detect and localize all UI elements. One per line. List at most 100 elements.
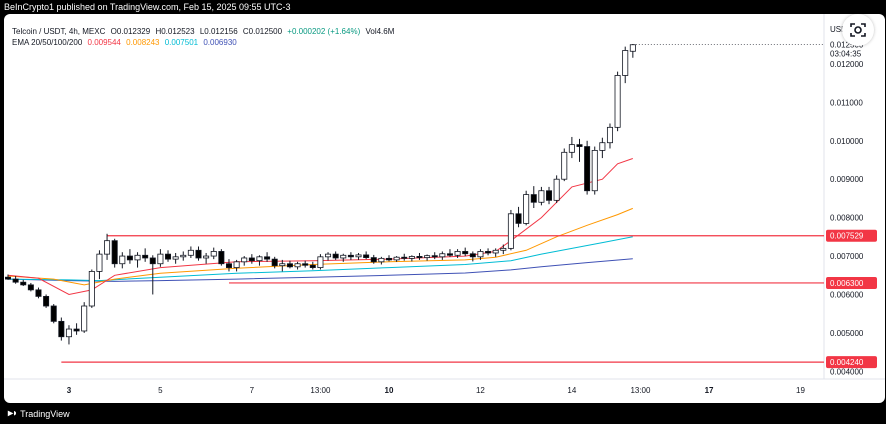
candle-down[interactable] bbox=[469, 253, 476, 258]
currency-label[interactable]: USDT bbox=[830, 25, 852, 34]
candle-down[interactable] bbox=[515, 213, 522, 224]
tradingview-logo-icon: ▸◗ bbox=[8, 408, 18, 419]
candle-down[interactable] bbox=[271, 258, 278, 267]
candle-up[interactable] bbox=[157, 253, 164, 265]
candle-up[interactable] bbox=[424, 255, 431, 258]
candle-down[interactable] bbox=[347, 254, 354, 258]
candle-up[interactable] bbox=[439, 253, 446, 258]
candle-up[interactable] bbox=[599, 142, 606, 151]
candle-up[interactable] bbox=[393, 256, 400, 261]
candle-up[interactable] bbox=[279, 263, 286, 267]
candle-up[interactable] bbox=[492, 249, 499, 254]
candle-down[interactable] bbox=[149, 257, 156, 265]
candle-up[interactable] bbox=[629, 44, 636, 52]
candle-up[interactable] bbox=[119, 255, 126, 265]
candle-up[interactable] bbox=[256, 256, 263, 262]
candle-down[interactable] bbox=[431, 255, 438, 258]
candle-down[interactable] bbox=[385, 257, 392, 261]
candle-down[interactable] bbox=[302, 263, 309, 266]
candle-down[interactable] bbox=[111, 240, 118, 265]
candle-up[interactable] bbox=[408, 256, 415, 259]
candle-up[interactable] bbox=[65, 328, 72, 338]
candle-down[interactable] bbox=[35, 289, 42, 297]
candle-down[interactable] bbox=[142, 254, 149, 259]
candle-down[interactable] bbox=[20, 281, 27, 286]
candle-down[interactable] bbox=[264, 256, 271, 260]
candle-up[interactable] bbox=[88, 271, 95, 307]
candle-up[interactable] bbox=[241, 257, 248, 263]
candle-up[interactable] bbox=[233, 261, 240, 268]
candle-up[interactable] bbox=[203, 255, 210, 259]
chart-panel[interactable]: 0.004000 0.005000 0.006000 0.007000 0.008000… bbox=[4, 14, 885, 403]
candle-up[interactable] bbox=[104, 240, 111, 255]
candle-down[interactable] bbox=[286, 263, 293, 268]
candle-up[interactable] bbox=[523, 194, 530, 224]
candle-up[interactable] bbox=[317, 256, 324, 268]
candle-down[interactable] bbox=[485, 251, 492, 254]
candle-up[interactable] bbox=[614, 75, 621, 128]
ema50-value: 0.008243 bbox=[126, 38, 160, 47]
publisher-line: BeInCrypto1 published on TradingView.com… bbox=[4, 2, 291, 12]
symbol-label[interactable]: Telcoin / USDT, 4h, MEXC bbox=[12, 27, 106, 36]
candle-down[interactable] bbox=[248, 257, 255, 262]
candle-down[interactable] bbox=[225, 263, 232, 268]
candle-down[interactable] bbox=[309, 264, 316, 268]
x-tick-label: 5 bbox=[158, 386, 163, 395]
candle-up[interactable] bbox=[606, 126, 613, 144]
x-tick-label: 3 bbox=[67, 386, 72, 395]
y-tick-label: 0.004000 bbox=[830, 367, 864, 376]
countdown-label: 03:04:35 bbox=[830, 50, 862, 59]
candle-down[interactable] bbox=[195, 249, 202, 259]
candle-down[interactable] bbox=[43, 295, 50, 307]
ema-label[interactable]: EMA 20/50/100/200 bbox=[12, 38, 83, 47]
price-chart[interactable]: 0.004000 0.005000 0.006000 0.007000 0.008000… bbox=[4, 14, 885, 403]
ema20-value: 0.009544 bbox=[87, 38, 121, 47]
candle-down[interactable] bbox=[530, 194, 537, 203]
candle-up[interactable] bbox=[96, 253, 103, 272]
candle-up[interactable] bbox=[355, 254, 362, 258]
candle-down[interactable] bbox=[12, 278, 19, 283]
candle-up[interactable] bbox=[81, 305, 88, 332]
candle-down[interactable] bbox=[165, 253, 172, 260]
camera-icon[interactable] bbox=[842, 14, 874, 46]
candle-down[interactable] bbox=[401, 256, 408, 259]
candle-up[interactable] bbox=[538, 190, 545, 203]
ema20-line bbox=[7, 158, 633, 296]
candle-down[interactable] bbox=[546, 190, 553, 201]
candle-up[interactable] bbox=[180, 254, 187, 258]
candle-down[interactable] bbox=[218, 251, 225, 265]
candle-down[interactable] bbox=[462, 251, 469, 255]
open-value: O0.012329 bbox=[110, 27, 151, 36]
candle-down[interactable] bbox=[416, 256, 423, 258]
candle-up[interactable] bbox=[378, 257, 385, 263]
candle-up[interactable] bbox=[622, 50, 629, 76]
candle-down[interactable] bbox=[50, 305, 57, 322]
tradingview-logo[interactable]: ▸◗ TradingView bbox=[8, 408, 70, 419]
candle-down[interactable] bbox=[73, 328, 80, 332]
candle-up[interactable] bbox=[568, 144, 575, 153]
candle-down[interactable] bbox=[27, 284, 34, 291]
candle-up[interactable] bbox=[294, 263, 301, 268]
candle-down[interactable] bbox=[363, 254, 370, 258]
candle-up[interactable] bbox=[134, 254, 141, 261]
candle-down[interactable] bbox=[446, 253, 453, 256]
candle-up[interactable] bbox=[561, 151, 568, 180]
candle-down[interactable] bbox=[332, 253, 339, 259]
candle-up[interactable] bbox=[454, 251, 461, 256]
candle-up[interactable] bbox=[477, 251, 484, 258]
candle-up[interactable] bbox=[340, 254, 347, 259]
candle-up[interactable] bbox=[553, 178, 560, 201]
candle-down[interactable] bbox=[370, 257, 377, 263]
candle-down[interactable] bbox=[584, 146, 591, 192]
candle-down[interactable] bbox=[126, 255, 133, 261]
candle-up[interactable] bbox=[187, 249, 194, 256]
candle-down[interactable] bbox=[58, 320, 65, 338]
candle-up[interactable] bbox=[172, 256, 179, 260]
candle-up[interactable] bbox=[210, 251, 217, 257]
candle-down[interactable] bbox=[576, 144, 583, 147]
candle-down[interactable] bbox=[4, 276, 11, 280]
candle-up[interactable] bbox=[500, 247, 507, 251]
candle-up[interactable] bbox=[325, 253, 332, 258]
candle-up[interactable] bbox=[591, 149, 598, 192]
candle-up[interactable] bbox=[507, 213, 514, 249]
